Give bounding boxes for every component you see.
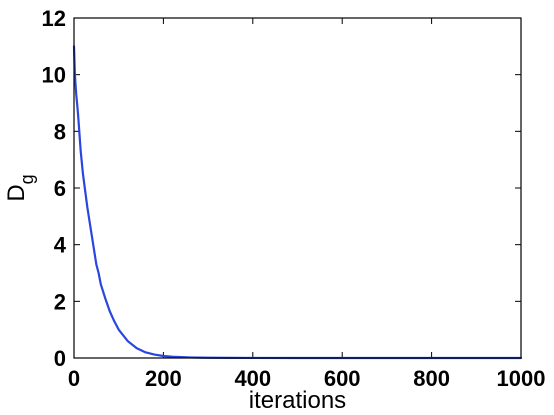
y-tick-label: 12 — [42, 6, 66, 31]
y-axis-label-group: Dg — [3, 174, 37, 201]
x-tick-label: 0 — [68, 366, 80, 391]
plot-frame — [73, 17, 522, 359]
y-axis-label-subscript: g — [17, 174, 37, 184]
svg-text:Dg: Dg — [3, 174, 37, 201]
plot-background — [74, 18, 521, 358]
x-tick-label: 200 — [145, 366, 182, 391]
y-tick-label: 4 — [54, 233, 67, 258]
x-tick-label: 800 — [413, 366, 450, 391]
x-axis-label: iterations — [249, 387, 346, 414]
y-tick-label: 6 — [54, 176, 66, 201]
x-tick-label: 600 — [324, 366, 361, 391]
y-tick-label: 10 — [42, 63, 66, 88]
x-tick-label: 400 — [234, 366, 271, 391]
y-tick-label: 0 — [54, 346, 66, 371]
x-axis-ticks: 0 200 400 600 800 1000 — [68, 18, 546, 391]
x-tick-label: 1000 — [497, 366, 546, 391]
y-tick-label: 2 — [54, 289, 66, 314]
y-axis-label: D — [3, 184, 30, 201]
y-axis-ticks: 0 2 4 6 8 10 12 — [42, 6, 521, 371]
y-tick-label: 8 — [54, 119, 66, 144]
